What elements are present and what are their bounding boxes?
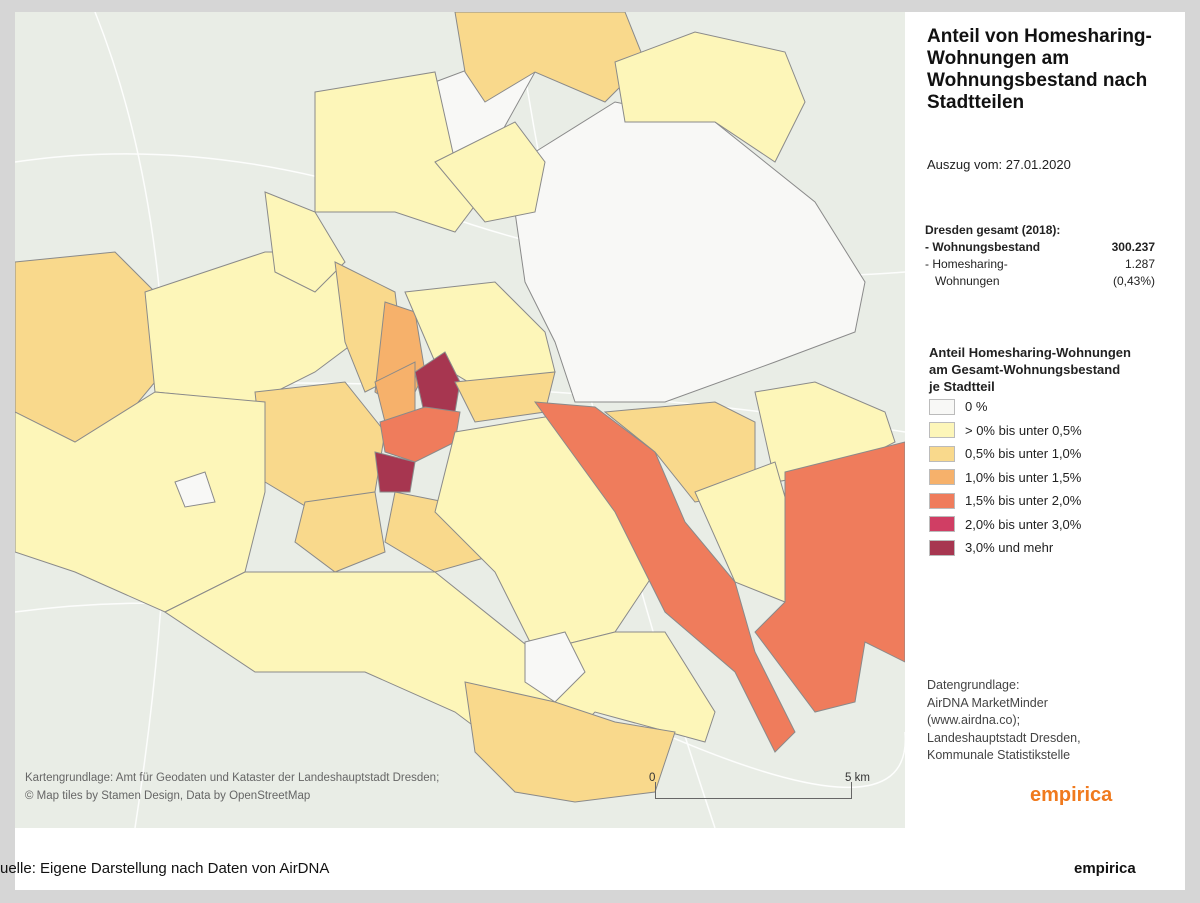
legend-item: 2,0% bis unter 3,0% [929, 513, 1179, 537]
legend-label: 1,5% bis unter 2,0% [965, 493, 1082, 509]
legend-title-3: je Stadtteil [929, 379, 995, 394]
legend: Anteil Homesharing-Wohnungen am Gesamt-W… [929, 344, 1179, 560]
legend-item: > 0% bis unter 0,5% [929, 419, 1179, 443]
legend-item: 3,0% und mehr [929, 536, 1179, 560]
scale-end: 5 km [845, 772, 870, 784]
legend-panel: Anteil von Homesharing-Wohnungen am Wohn… [905, 12, 1185, 828]
footer-source: uelle: Eigene Darstellung nach Daten von… [0, 860, 330, 877]
legend-label: > 0% bis unter 0,5% [965, 422, 1082, 438]
district [454, 12, 646, 103]
district-top [374, 451, 416, 493]
legend-item: 0,5% bis unter 1,0% [929, 442, 1179, 466]
district [15, 391, 266, 613]
scale-bar [655, 782, 852, 799]
empirica-logo: empirica [1030, 784, 1113, 806]
source-line: Kommunale Statistikstelle [927, 748, 1071, 762]
legend-label: 2,0% bis unter 3,0% [965, 516, 1082, 532]
district [254, 381, 386, 513]
district [434, 121, 546, 223]
footer-brand: empirica [1074, 860, 1136, 877]
legend-label: 3,0% und mehr [965, 540, 1054, 556]
district [264, 191, 346, 293]
hs-value: 1.287 [1124, 257, 1155, 271]
hs-label-2: Wohnungen [935, 274, 1000, 288]
legend-swatch [929, 422, 955, 439]
source-line: Datengrundlage: [927, 678, 1020, 692]
legend-label: 0 % [965, 399, 988, 415]
data-sources: Datengrundlage: AirDNA MarketMinder (www… [927, 677, 1081, 765]
map-svg [15, 12, 905, 828]
legend-swatch [929, 469, 955, 486]
scale-start: 0 [649, 772, 656, 784]
choropleth-map: Kartengrundlage: Amt für Geodaten und Ka… [15, 12, 905, 828]
source-line: AirDNA MarketMinder [927, 695, 1048, 710]
map-credit-2: © Map tiles by Stamen Design, Data by Op… [25, 790, 311, 802]
map-credit-1: Kartengrundlage: Amt für Geodaten und Ka… [25, 772, 440, 784]
district [614, 31, 806, 163]
stats-heading: Dresden gesamt (2018): [925, 223, 1061, 237]
legend-swatch [929, 398, 955, 415]
district [314, 71, 486, 233]
legend-swatch [929, 492, 955, 509]
legend-item: 1,0% bis unter 1,5% [929, 466, 1179, 490]
legend-swatch [929, 516, 955, 533]
legend-title-1: Anteil Homesharing-Wohnungen [929, 345, 1131, 360]
district [294, 491, 386, 573]
legend-title-2: am Gesamt-Wohnungsbestand [929, 362, 1121, 377]
city-stats: Dresden gesamt (2018): - Wohnungsbestand… [925, 222, 1155, 290]
legend-swatch [929, 539, 955, 556]
legend-label: 1,0% bis unter 1,5% [965, 469, 1082, 485]
stock-value: 300.237 [1111, 240, 1155, 254]
source-line: Landeshauptstadt Dresden, [927, 730, 1081, 745]
hs-share: (0,43%) [1112, 274, 1155, 288]
district-zero [514, 101, 866, 403]
map-subtitle: Auszug vom: 27.01.2020 [927, 157, 1071, 172]
legend-swatch [929, 445, 955, 462]
map-title: Anteil von Homesharing-Wohnungen am Wohn… [927, 26, 1152, 113]
district-zero [524, 631, 586, 703]
district-zero [174, 471, 216, 508]
hs-label: - Homesharing- [925, 257, 1008, 271]
source-line: (www.airdna.co); [927, 713, 1021, 727]
stock-label: - Wohnungsbestand [925, 240, 1041, 254]
legend-item: 0 % [929, 395, 1179, 419]
legend-item: 1,5% bis unter 2,0% [929, 489, 1179, 513]
legend-label: 0,5% bis unter 1,0% [965, 446, 1082, 462]
district [754, 441, 905, 713]
